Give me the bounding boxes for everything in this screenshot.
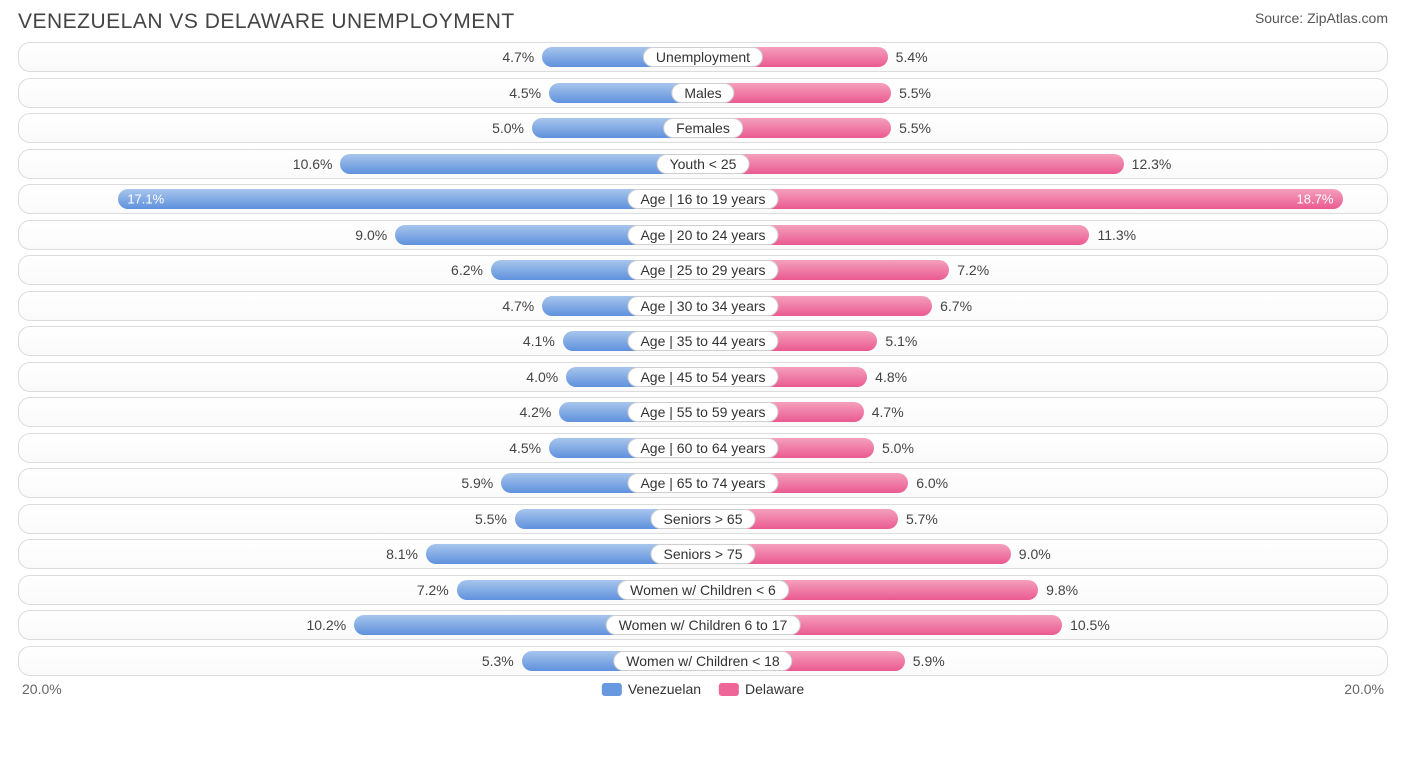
chart-row: 4.5% 5.0% Age | 60 to 64 years	[18, 433, 1388, 463]
value-label-right: 5.4%	[896, 49, 928, 65]
category-pill: Age | 25 to 29 years	[627, 260, 778, 280]
value-label-right: 5.9%	[913, 653, 945, 669]
value-label-left: 10.2%	[306, 617, 346, 633]
category-pill: Women w/ Children < 6	[617, 580, 789, 600]
axis-right-max: 20.0%	[1344, 681, 1384, 697]
chart-row: 5.0% 5.5% Females	[18, 113, 1388, 143]
source-attribution: Source: ZipAtlas.com	[1255, 10, 1388, 26]
header: VENEZUELAN VS DELAWARE UNEMPLOYMENT Sour…	[18, 10, 1388, 34]
value-label-right: 5.5%	[899, 85, 931, 101]
category-pill: Age | 55 to 59 years	[627, 402, 778, 422]
value-label-right: 6.0%	[916, 475, 948, 491]
value-label-left: 6.2%	[451, 262, 483, 278]
category-pill: Age | 45 to 54 years	[627, 367, 778, 387]
bar-right	[703, 154, 1124, 174]
chart-row: 10.6% 12.3% Youth < 25	[18, 149, 1388, 179]
value-label-right: 18.7%	[1297, 192, 1334, 207]
chart-row: 4.7% 5.4% Unemployment	[18, 42, 1388, 72]
value-label-left: 4.5%	[509, 440, 541, 456]
chart-area: 4.7% 5.4% Unemployment 4.5% 5.5% Males 5.0% 5.5…	[18, 42, 1388, 676]
value-label-left: 4.1%	[523, 333, 555, 349]
chart-row: 6.2% 7.2% Age | 25 to 29 years	[18, 255, 1388, 285]
value-label-right: 6.7%	[940, 298, 972, 314]
legend: Venezuelan Delaware	[602, 681, 804, 697]
category-pill: Females	[663, 118, 743, 138]
value-label-left: 4.2%	[519, 404, 551, 420]
chart-row: 10.2% 10.5% Women w/ Children 6 to 17	[18, 610, 1388, 640]
category-pill: Age | 35 to 44 years	[627, 331, 778, 351]
value-label-left: 5.3%	[482, 653, 514, 669]
value-label-left: 5.5%	[475, 511, 507, 527]
chart-row: 4.1% 5.1% Age | 35 to 44 years	[18, 326, 1388, 356]
value-label-left: 10.6%	[293, 156, 333, 172]
value-label-left: 4.0%	[526, 369, 558, 385]
value-label-right: 5.0%	[882, 440, 914, 456]
category-pill: Age | 65 to 74 years	[627, 473, 778, 493]
chart-row: 5.5% 5.7% Seniors > 65	[18, 504, 1388, 534]
axis-row: 20.0% Venezuelan Delaware 20.0%	[18, 681, 1388, 697]
category-pill: Unemployment	[643, 47, 763, 67]
value-label-left: 4.7%	[502, 49, 534, 65]
chart-row: 4.0% 4.8% Age | 45 to 54 years	[18, 362, 1388, 392]
chart-container: VENEZUELAN VS DELAWARE UNEMPLOYMENT Sour…	[0, 0, 1406, 757]
legend-swatch-left	[602, 683, 622, 696]
chart-row: 4.5% 5.5% Males	[18, 78, 1388, 108]
category-pill: Age | 30 to 34 years	[627, 296, 778, 316]
value-label-right: 9.0%	[1019, 546, 1051, 562]
value-label-left: 4.5%	[509, 85, 541, 101]
category-pill: Age | 20 to 24 years	[627, 225, 778, 245]
chart-row: 5.9% 6.0% Age | 65 to 74 years	[18, 468, 1388, 498]
chart-row: 9.0% 11.3% Age | 20 to 24 years	[18, 220, 1388, 250]
value-label-left: 4.7%	[502, 298, 534, 314]
category-pill: Males	[671, 83, 734, 103]
category-pill: Seniors > 75	[651, 544, 756, 564]
chart-title: VENEZUELAN VS DELAWARE UNEMPLOYMENT	[18, 10, 515, 34]
axis-left-max: 20.0%	[22, 681, 62, 697]
chart-row: 7.2% 9.8% Women w/ Children < 6	[18, 575, 1388, 605]
legend-swatch-right	[719, 683, 739, 696]
value-label-right: 9.8%	[1046, 582, 1078, 598]
category-pill: Women w/ Children < 18	[613, 651, 792, 671]
legend-label-left: Venezuelan	[628, 681, 701, 697]
category-pill: Age | 16 to 19 years	[627, 189, 778, 209]
value-label-right: 12.3%	[1132, 156, 1172, 172]
value-label-right: 4.7%	[872, 404, 904, 420]
value-label-right: 4.8%	[875, 369, 907, 385]
value-label-left: 8.1%	[386, 546, 418, 562]
category-pill: Age | 60 to 64 years	[627, 438, 778, 458]
chart-row: 5.3% 5.9% Women w/ Children < 18	[18, 646, 1388, 676]
legend-item-right: Delaware	[719, 681, 804, 697]
category-pill: Seniors > 65	[651, 509, 756, 529]
value-label-right: 5.7%	[906, 511, 938, 527]
chart-row: 4.2% 4.7% Age | 55 to 59 years	[18, 397, 1388, 427]
value-label-right: 10.5%	[1070, 617, 1110, 633]
value-label-right: 11.3%	[1097, 227, 1136, 243]
value-label-right: 7.2%	[957, 262, 989, 278]
category-pill: Women w/ Children 6 to 17	[606, 615, 801, 635]
bar-left	[340, 154, 703, 174]
value-label-right: 5.5%	[899, 120, 931, 136]
bar-left	[118, 189, 703, 209]
legend-label-right: Delaware	[745, 681, 804, 697]
category-pill: Youth < 25	[657, 154, 750, 174]
chart-row: 4.7% 6.7% Age | 30 to 34 years	[18, 291, 1388, 321]
chart-row: 8.1% 9.0% Seniors > 75	[18, 539, 1388, 569]
value-label-left: 9.0%	[355, 227, 387, 243]
value-label-left: 5.0%	[492, 120, 524, 136]
value-label-left: 5.9%	[461, 475, 493, 491]
value-label-left: 17.1%	[127, 192, 164, 207]
value-label-left: 7.2%	[417, 582, 449, 598]
bar-right	[703, 189, 1343, 209]
value-label-right: 5.1%	[885, 333, 917, 349]
legend-item-left: Venezuelan	[602, 681, 701, 697]
chart-row: 17.1% 18.7% Age | 16 to 19 years	[18, 184, 1388, 214]
